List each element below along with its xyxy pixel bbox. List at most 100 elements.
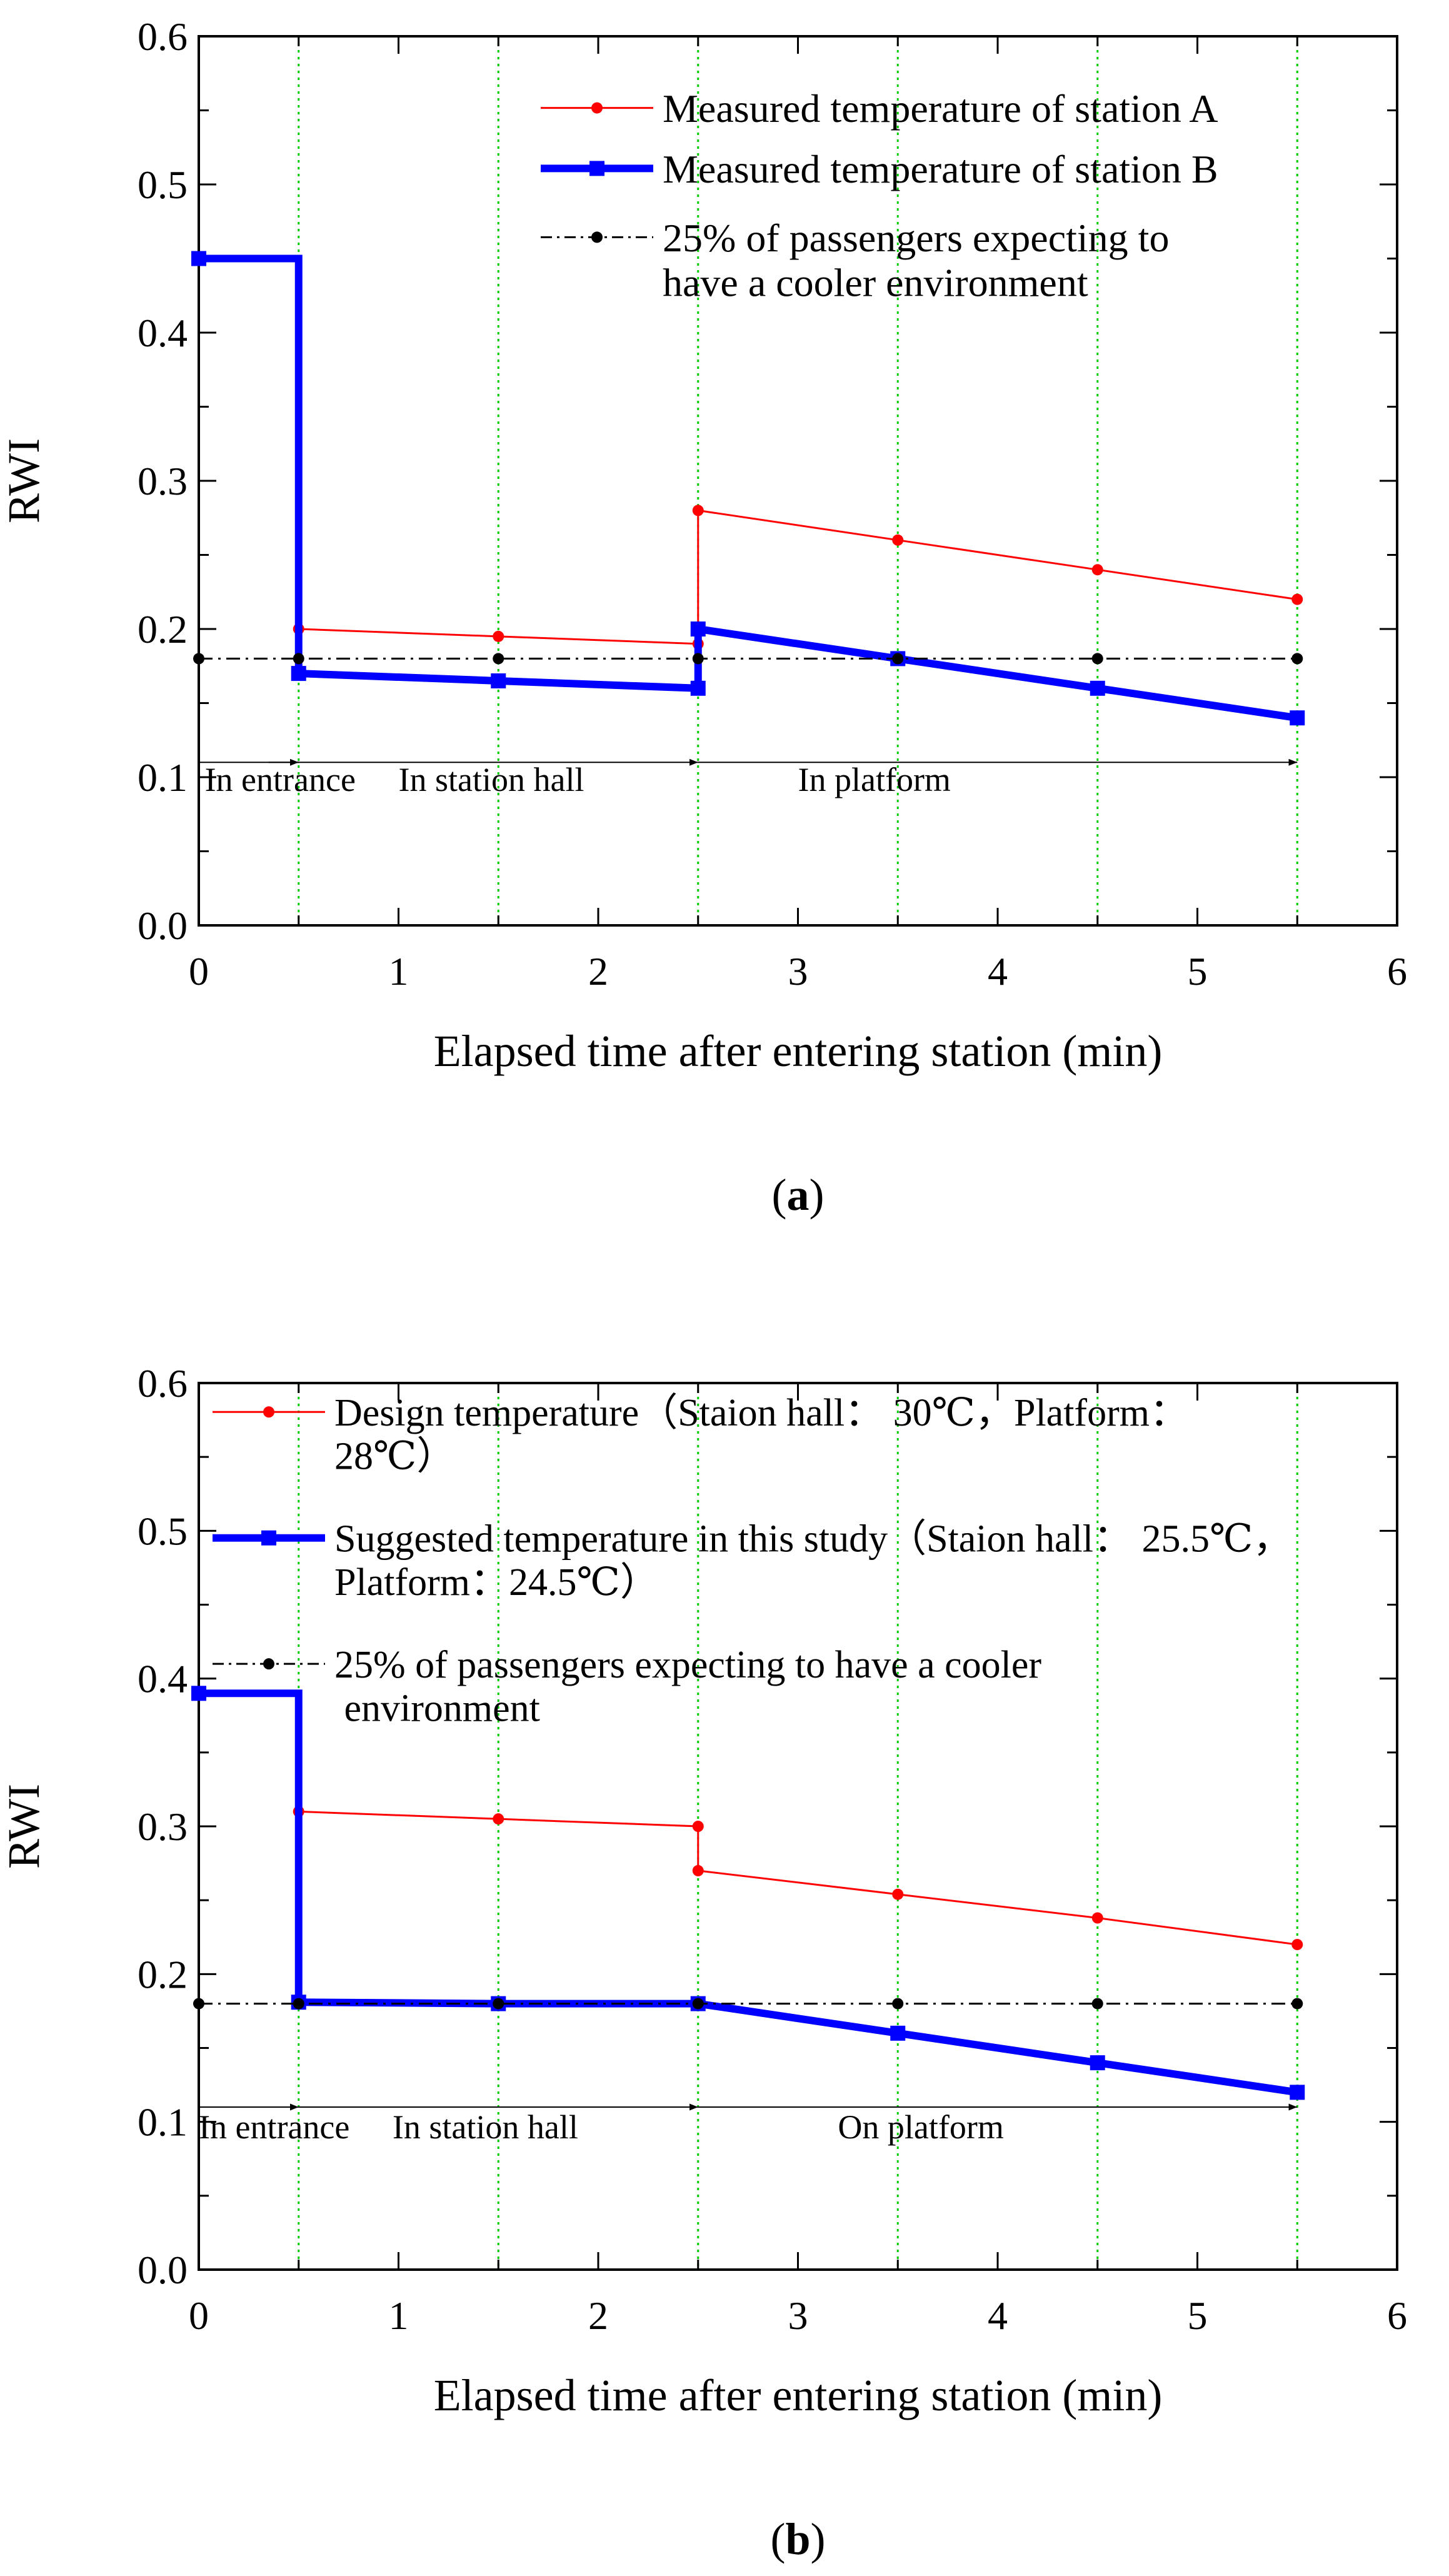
x-tick-label: 4 bbox=[988, 2293, 1008, 2338]
zone-label: In platform bbox=[798, 761, 951, 798]
square-point bbox=[1290, 710, 1305, 726]
circle-point bbox=[591, 231, 603, 243]
y-tick-label: 0.5 bbox=[138, 1509, 188, 1553]
panel-caption: (a) bbox=[772, 1170, 825, 1220]
series-markers bbox=[191, 1686, 1305, 2100]
legend: Design temperature（Staion hall： 30℃，Plat… bbox=[213, 1392, 1291, 1729]
legend-entry: Design temperature（Staion hall： 30℃，Plat… bbox=[334, 1392, 1188, 1477]
circle-point bbox=[263, 1406, 274, 1418]
series-line bbox=[298, 509, 1298, 645]
y-tick-labels: 0.0 0.1 0.2 0.3 0.4 0.5 0.6 bbox=[138, 1361, 188, 2292]
y-axis-label: RWI bbox=[0, 1784, 49, 1869]
series-line bbox=[298, 1810, 1298, 1946]
axis-ticks bbox=[198, 35, 1398, 927]
data-series bbox=[191, 251, 1305, 726]
series-line bbox=[199, 254, 1298, 722]
y-tick-label: 0.6 bbox=[138, 14, 188, 59]
zone-label: In station hall bbox=[399, 761, 584, 798]
chart-panel-b: 0 1 2 3 4 5 6 0.0 0.1 0.2 0.3 0.4 0.5 0.6 In entranc… bbox=[0, 1361, 1407, 2564]
series-markers bbox=[193, 653, 1303, 665]
circle-point bbox=[591, 102, 603, 114]
x-tick-label: 1 bbox=[389, 949, 409, 994]
series-line bbox=[199, 1689, 1298, 2096]
square-point bbox=[191, 251, 206, 266]
y-tick-label: 0.2 bbox=[138, 607, 188, 652]
circle-point bbox=[193, 1998, 204, 2010]
y-tick-label: 0.3 bbox=[138, 459, 188, 503]
circle-point bbox=[692, 653, 704, 665]
circle-point bbox=[263, 1658, 274, 1670]
legend-entry-line: environment bbox=[334, 1687, 540, 1729]
panel-label: a bbox=[787, 1170, 810, 1220]
circle-point bbox=[293, 653, 304, 665]
legend-entry-line: have a cooler environment bbox=[663, 260, 1088, 304]
square-point bbox=[1090, 680, 1105, 696]
y-tick-label: 0.6 bbox=[138, 1361, 188, 1406]
zone-label: In entrance bbox=[199, 2108, 349, 2146]
x-tick-labels: 0 1 2 3 4 5 6 bbox=[189, 949, 1407, 994]
circle-point bbox=[1091, 564, 1103, 576]
x-axis-label: Elapsed time after entering station (min… bbox=[434, 2370, 1163, 2420]
legend-entry-line: 25% of passengers expecting to bbox=[663, 216, 1169, 260]
y-tick-label: 0.3 bbox=[138, 1804, 188, 1849]
y-tick-label: 0.4 bbox=[138, 311, 188, 355]
circle-point bbox=[1291, 1998, 1303, 2010]
legend-entry: Suggested temperature in this study（Stai… bbox=[334, 1517, 1291, 1603]
circle-point bbox=[892, 1888, 904, 1900]
legend-entry: Measured temperature of station A bbox=[663, 86, 1218, 131]
legend-entry: 25% of passengers expecting to have a coo… bbox=[663, 216, 1169, 305]
circle-point bbox=[493, 1998, 504, 2010]
plot-frame bbox=[198, 1382, 1398, 2271]
zone-label: On platform bbox=[838, 2108, 1003, 2146]
y-tick-label: 0.4 bbox=[138, 1657, 188, 1701]
circle-point bbox=[493, 653, 504, 665]
circle-point bbox=[493, 1813, 504, 1825]
square-point bbox=[890, 2025, 906, 2041]
circle-point bbox=[1291, 593, 1303, 605]
chart-panel-a: 0 1 2 3 4 5 6 0.0 0.1 0.2 0.3 0.4 0.5 0.6 In entranc… bbox=[0, 14, 1407, 1220]
legend-entry-line: Measured temperature of station A bbox=[663, 86, 1218, 131]
square-point bbox=[491, 673, 506, 688]
y-tick-label: 0.0 bbox=[138, 903, 188, 948]
x-tick-labels: 0 1 2 3 4 5 6 bbox=[189, 2293, 1407, 2338]
square-point bbox=[589, 161, 604, 176]
legend-entry-line: Suggested temperature in this study（Stai… bbox=[334, 1517, 1291, 1560]
legend-entry: 25% of passengers expecting to have a co… bbox=[334, 1644, 1041, 1729]
x-axis-label: Elapsed time after entering station (min… bbox=[434, 1026, 1163, 1076]
x-tick-label: 0 bbox=[189, 2293, 209, 2338]
circle-point bbox=[892, 653, 904, 665]
series-markers bbox=[191, 251, 1305, 726]
axis-ticks bbox=[198, 1382, 1398, 2271]
x-tick-label: 0 bbox=[189, 949, 209, 994]
series-markers bbox=[293, 1806, 1303, 1951]
square-point bbox=[690, 680, 706, 696]
circle-point bbox=[193, 653, 204, 665]
x-tick-label: 6 bbox=[1387, 2293, 1407, 2338]
square-point bbox=[191, 1686, 206, 1701]
circle-point bbox=[692, 505, 704, 516]
circle-point bbox=[293, 1998, 304, 2010]
legend-entry-line: 28℃） bbox=[334, 1435, 455, 1477]
circle-point bbox=[1291, 653, 1303, 665]
y-tick-label: 0.2 bbox=[138, 1952, 188, 1996]
y-tick-labels: 0.0 0.1 0.2 0.3 0.4 0.5 0.6 bbox=[138, 14, 188, 948]
square-point bbox=[1290, 2085, 1305, 2100]
series-markers bbox=[193, 1998, 1303, 2010]
circle-point bbox=[692, 1864, 704, 1876]
y-axis-label: RWI bbox=[0, 438, 49, 523]
y-tick-label: 0.1 bbox=[138, 2100, 188, 2145]
x-tick-label: 2 bbox=[588, 949, 608, 994]
square-point bbox=[690, 621, 706, 636]
legend-entry-line: 25% of passengers expecting to have a co… bbox=[334, 1644, 1041, 1686]
circle-point bbox=[1291, 1939, 1303, 1951]
zone-annotations: In entrance In station hall On platform bbox=[199, 2108, 1004, 2146]
zone-label: In station hall bbox=[393, 2108, 578, 2146]
panel-caption: (b) bbox=[770, 2514, 825, 2564]
circle-point bbox=[1091, 653, 1103, 665]
x-tick-label: 3 bbox=[788, 2293, 808, 2338]
circle-point bbox=[892, 1998, 904, 2010]
square-point bbox=[1090, 2055, 1105, 2071]
circle-point bbox=[692, 1998, 704, 2010]
x-tick-label: 6 bbox=[1387, 949, 1407, 994]
